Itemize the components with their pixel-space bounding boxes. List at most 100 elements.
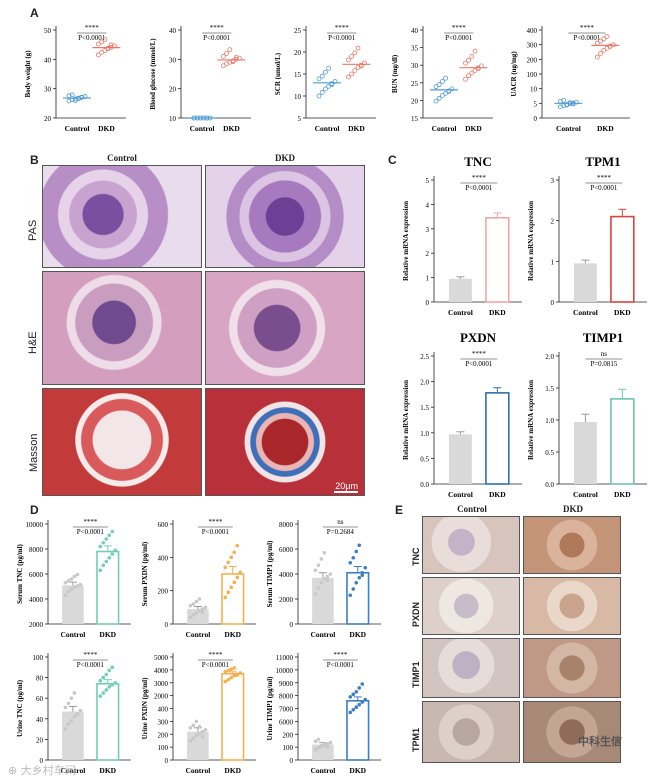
data-point <box>198 115 203 121</box>
y-axis-label: Relative mRNA expression <box>527 201 535 281</box>
y-tick-label: 10 <box>169 115 177 123</box>
data-point <box>329 82 335 87</box>
data-point <box>200 729 205 734</box>
data-point <box>191 736 196 740</box>
chart-timp1-mrna: TIMP1 0.0 0.5 1.0 1.5 2.0 Relative mRNA expres… <box>527 330 647 499</box>
bar-control <box>448 278 472 302</box>
chart-tpm1-mrna: TPM1 0 1 2 3 Relative mRNA expression Control D… <box>527 154 647 317</box>
data-point <box>354 705 359 710</box>
data-point <box>110 683 115 687</box>
y-tick-label: 400 <box>158 554 169 562</box>
data-point <box>69 719 74 723</box>
y-tick-label: 2.0 <box>545 353 554 361</box>
p-value: P<0.0001 <box>327 661 355 669</box>
y-tick-label: 10000 <box>276 667 294 675</box>
y-tick-label: 200 <box>158 588 169 596</box>
y-tick-label: 100 <box>527 71 538 79</box>
data-point <box>188 603 193 608</box>
scale-bar-label: 20μm <box>335 481 358 491</box>
e-col-control: Control <box>457 504 487 514</box>
data-point <box>322 577 327 581</box>
data-point <box>188 615 193 620</box>
data-point <box>98 678 103 683</box>
y-tick-label: 400 <box>158 706 169 714</box>
y-tick-label: 40 <box>44 56 52 64</box>
data-point <box>440 93 445 98</box>
y-tick-label: 0.0 <box>420 481 429 489</box>
ihc-pxdn-control <box>422 577 520 635</box>
x-tick-label: Control <box>448 490 473 499</box>
data-point <box>66 579 71 583</box>
data-point <box>204 115 210 121</box>
data-point <box>463 60 468 66</box>
data-point <box>325 742 330 746</box>
data-point <box>99 39 104 45</box>
data-point <box>107 668 112 673</box>
x-tick-label: Control <box>310 766 335 775</box>
y-axis-label: Urine TNC (pg/ml) <box>16 679 24 737</box>
data-point <box>188 738 193 743</box>
y-tick-label: 1 <box>551 258 555 266</box>
y-tick-label: 30 <box>411 62 419 70</box>
data-point <box>357 686 362 690</box>
p-value: P<0.0001 <box>78 34 106 42</box>
x-tick-label: Control <box>60 766 85 775</box>
x-tick-label: Control <box>573 490 598 499</box>
data-point <box>594 40 600 46</box>
panel-label-d: D <box>30 503 39 517</box>
x-tick-label: Control <box>448 308 473 317</box>
x-tick-label: Control <box>432 124 457 133</box>
data-point <box>558 98 563 104</box>
b-col-dkd: DKD <box>275 153 295 163</box>
x-tick-label: DKD <box>489 490 506 499</box>
x-tick-label: Control <box>573 308 598 317</box>
ihc-tpm1-control <box>422 701 520 763</box>
data-point <box>313 747 318 752</box>
y-tick-label: 400 <box>527 27 538 35</box>
p-value: P=0.0815 <box>590 360 618 368</box>
y-axis-label: SCR (umol/L) <box>274 52 282 95</box>
x-tick-label: Control <box>185 630 210 639</box>
data-point <box>227 47 233 53</box>
data-point <box>194 719 199 724</box>
data-point <box>229 585 234 590</box>
y-tick-label: 3000 <box>154 680 169 688</box>
data-point <box>466 57 471 63</box>
panel-label-c: C <box>388 153 397 167</box>
significance-stars: **** <box>335 24 350 32</box>
data-point <box>472 48 478 54</box>
y-tick-label: 10 <box>530 86 538 94</box>
y-tick-label: 1.5 <box>545 385 554 393</box>
data-point <box>232 550 237 555</box>
data-point <box>223 595 228 600</box>
chart-uacr: 0 5 10 100 200 300 400 UACR (ug/mg) Control DKD **… <box>510 24 630 133</box>
data-point <box>348 560 353 565</box>
data-point <box>610 42 616 48</box>
data-point <box>362 60 367 66</box>
data-point <box>232 666 237 670</box>
data-point <box>69 587 74 591</box>
data-point <box>229 675 234 680</box>
data-point <box>72 691 77 695</box>
y-tick-label: 4000 <box>154 667 169 675</box>
data-point <box>66 701 71 706</box>
significance-stars: **** <box>452 24 467 32</box>
data-point <box>237 55 242 61</box>
chart-scr: 5 10 15 20 25 SCR (umol/L) Control DKD **** P<0.0… <box>274 24 376 133</box>
y-tick-label: 8000 <box>29 546 44 554</box>
data-point <box>110 552 115 556</box>
y-tick-label: 10000 <box>26 521 44 529</box>
data-point <box>107 555 112 560</box>
significance-stars: **** <box>210 24 225 32</box>
y-tick-label: 30 <box>169 56 177 64</box>
bar-dkd <box>610 398 635 485</box>
significance-stars: **** <box>597 174 612 182</box>
data-point <box>357 575 362 580</box>
data-point <box>201 115 206 121</box>
data-point <box>360 682 365 686</box>
y-tick-label: 300 <box>158 718 169 726</box>
e-row-tnc: TNC <box>411 547 421 567</box>
bar-control <box>312 577 334 624</box>
data-point <box>194 599 199 604</box>
x-tick-label: DKD <box>99 630 116 639</box>
